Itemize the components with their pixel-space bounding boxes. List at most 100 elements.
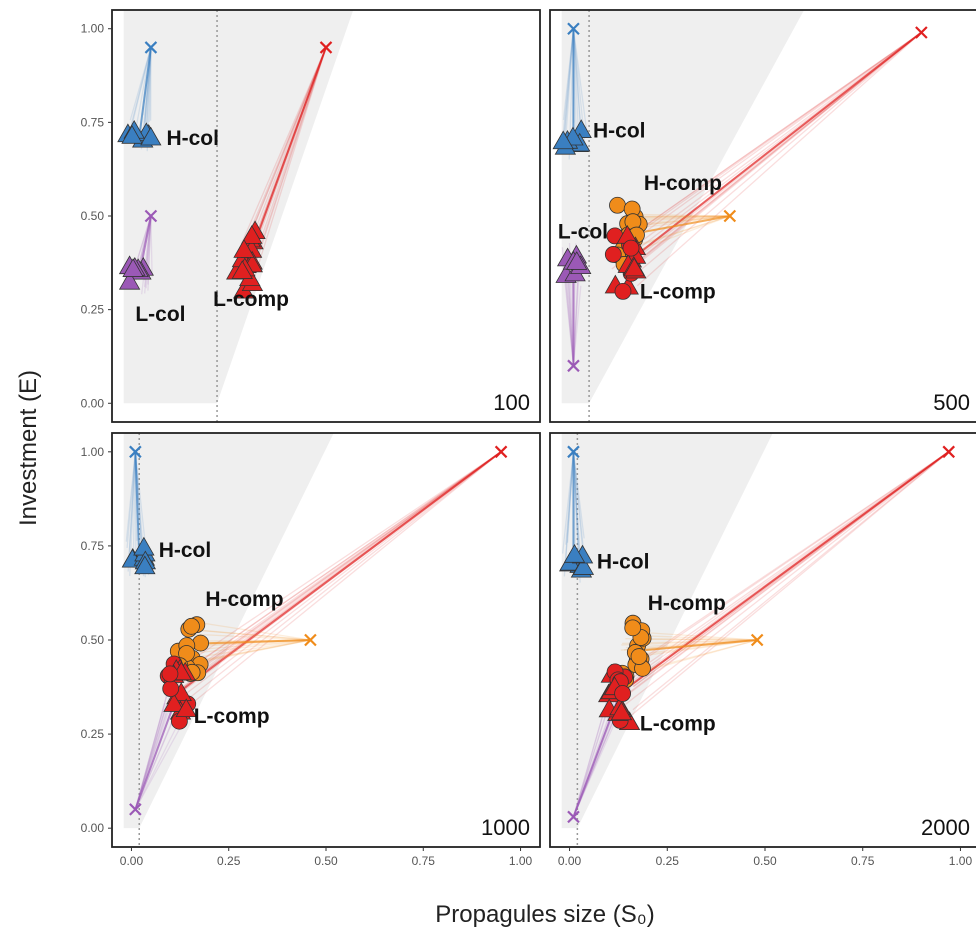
data-point-l-comp <box>161 665 179 683</box>
trajectory-line <box>132 451 136 568</box>
trajectory-line <box>625 451 950 673</box>
trajectory-line <box>173 451 502 673</box>
trajectory-line <box>634 31 922 276</box>
data-point-h-col <box>572 556 595 575</box>
trajectory-line <box>639 215 730 225</box>
trajectory-line <box>196 639 311 654</box>
trajectory-line <box>628 215 730 218</box>
trajectory-line <box>637 634 758 641</box>
trajectory-line <box>562 28 575 136</box>
trajectory-line <box>202 639 311 662</box>
trajectory-line <box>173 451 502 687</box>
x-tick-label: 0.50 <box>314 854 338 868</box>
trajectory-line <box>638 639 758 672</box>
panel-2000: H-col H-comp L-comp 2000 0.00 0.25 0.50 0.75 1.0… <box>549 432 976 868</box>
trajectory-line <box>643 631 758 641</box>
start-marker-h-col <box>567 445 580 459</box>
y-tick-label: 0.50 <box>81 209 105 223</box>
start-marker-h-col <box>129 445 142 459</box>
x-tick-label: 1.00 <box>509 854 533 868</box>
trajectory-line <box>172 451 502 712</box>
y-tick-label: 1.00 <box>81 445 105 459</box>
group-label: H-comp <box>648 592 726 615</box>
trajectory-line <box>564 451 575 568</box>
trajectory-line <box>565 275 575 366</box>
group-label: H-col <box>597 550 650 573</box>
data-point-h-col <box>140 126 162 146</box>
shaded-region <box>561 10 805 404</box>
panel-label: 100 <box>493 390 530 415</box>
y-tick-label: 0.50 <box>81 633 105 647</box>
group-label: L-comp <box>640 712 716 735</box>
trajectory-line <box>624 451 950 681</box>
trajectory-line <box>130 47 152 125</box>
start-marker-l-col <box>144 209 158 223</box>
shaded-region <box>123 433 334 829</box>
trajectory-line <box>572 28 582 128</box>
trajectory-line <box>125 451 136 542</box>
trajectory-line <box>127 451 136 572</box>
trajectory-mean <box>134 451 141 558</box>
start-marker-h-comp <box>723 209 737 223</box>
trajectory-line <box>634 213 730 217</box>
trajectory-line <box>134 680 172 810</box>
group-label: L-comp <box>194 705 270 728</box>
trajectory-line <box>618 451 950 676</box>
data-point-l-comp <box>614 685 631 702</box>
data-point-h-comp <box>630 648 648 665</box>
trajectory-line <box>565 451 575 545</box>
trajectory-line <box>134 693 172 810</box>
data-point-l-comp <box>604 246 622 263</box>
trajectory-line <box>192 633 311 641</box>
x-tick-label: 0.00 <box>558 854 582 868</box>
group-label: H-col <box>593 119 646 142</box>
panels: H-colL-colL-comp1000.000.250.500.751.00H… <box>81 9 976 868</box>
data-point-h-col <box>134 555 156 575</box>
trajectory-line <box>635 31 922 246</box>
y-tick-label: 0.00 <box>81 821 105 835</box>
trajectory-line <box>562 451 575 554</box>
y-tick-label: 0.75 <box>81 115 105 129</box>
start-marker-l-comp <box>494 445 508 459</box>
data-point-l-comp <box>623 257 645 277</box>
data-point-l-comp <box>622 239 640 257</box>
x-tick-label: 0.50 <box>753 854 777 868</box>
start-marker-h-comp <box>304 633 317 647</box>
trajectory-line <box>572 451 585 556</box>
panel-label: 1000 <box>481 815 530 840</box>
trajectory-line <box>234 47 327 259</box>
trajectory-line <box>626 31 922 274</box>
start-marker-h-col <box>567 22 580 36</box>
panel-100: H-col L-col L-comp 100 0.00 0.25 0.50 0.75 1.00 <box>81 9 541 423</box>
data-point-l-comp <box>614 282 632 300</box>
data-point-l-comp <box>233 239 255 258</box>
trajectory-mean <box>247 47 327 262</box>
start-marker-h-comp <box>750 633 764 647</box>
trajectory-mean <box>134 692 180 810</box>
trajectory-line <box>620 451 950 709</box>
data-point-h-comp <box>183 617 200 635</box>
trajectory-mean <box>632 639 758 653</box>
data-point-h-col <box>563 544 586 563</box>
trajectory-line <box>247 47 327 241</box>
trajectory-line <box>572 701 608 818</box>
trajectory-line <box>562 28 575 121</box>
trajectory-line <box>134 702 166 810</box>
trajectory-mean <box>189 639 311 645</box>
x-tick-label: 0.00 <box>120 854 144 868</box>
panel-label: 2000 <box>921 815 970 840</box>
x-axis-title: Propagules size (S₀) <box>435 901 654 928</box>
start-marker-l-col <box>567 810 580 824</box>
data-point-l-comp <box>162 680 180 698</box>
x-tick-label: 0.75 <box>851 854 875 868</box>
trajectory-line <box>245 47 327 242</box>
x-tick-label: 1.00 <box>949 854 973 868</box>
trajectory-line <box>252 47 327 284</box>
x-tick-label: 0.25 <box>217 854 241 868</box>
trajectory-mean <box>619 451 950 694</box>
data-point-l-comp <box>241 225 263 244</box>
trajectory-line <box>566 280 575 366</box>
start-marker-l-comp <box>915 26 928 39</box>
shaded-region <box>123 10 354 404</box>
